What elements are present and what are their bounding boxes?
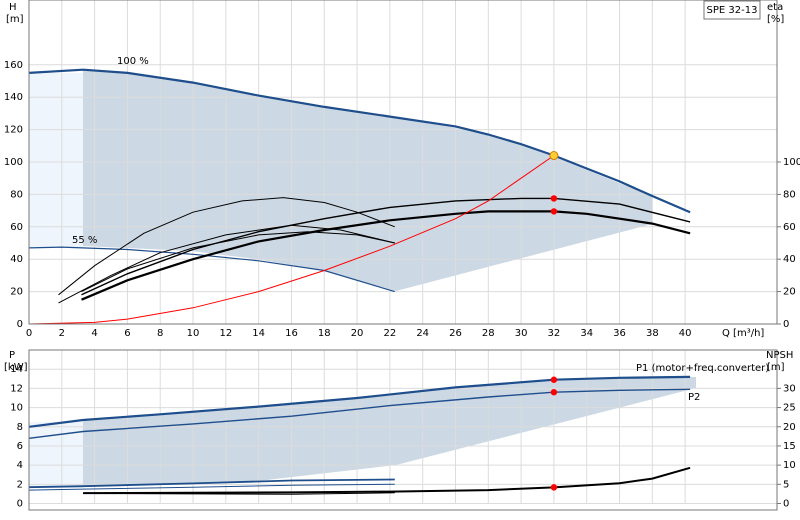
x-tick-label: 22 — [384, 328, 397, 339]
y-tick-label: 140 — [4, 92, 23, 103]
x-tick-label: 2 — [59, 328, 65, 339]
x-tick-label: 38 — [646, 328, 659, 339]
y2-tick-label: 20 — [783, 287, 796, 298]
plot-layer: 0 2 4 6 8 10 12 14 16 18 20 22 24 26 28 30 32 34 36 38 40020… — [4, 0, 800, 510]
curve-label: 100 % — [117, 56, 149, 67]
x-tick-label: 28 — [482, 328, 495, 339]
y2-tick-label: 100 — [783, 157, 800, 168]
y2-tick-label: 0 — [783, 499, 789, 510]
curve — [28, 478, 395, 489]
y-axis-label: P — [9, 350, 15, 361]
y-tick-label: 4 — [17, 460, 23, 471]
y-tick-label: 0 — [17, 319, 23, 330]
curve-label: P2 — [688, 392, 700, 403]
y-tick-label: 6 — [17, 441, 23, 452]
y-tick-label: 12 — [10, 383, 23, 394]
y2-tick-label: 30 — [783, 383, 796, 394]
curve-label: P1 (motor+freq.converter) — [636, 363, 769, 374]
y-axis-label: H — [9, 2, 17, 13]
data-point — [550, 376, 558, 383]
y-tick-label: 60 — [10, 222, 23, 233]
y2-tick-label: 0 — [783, 319, 789, 330]
x-tick-label: 40 — [679, 328, 692, 339]
x-tick-label: 6 — [124, 328, 130, 339]
y-tick-label: 8 — [17, 422, 23, 433]
y-tick-label: 20 — [10, 287, 23, 298]
x-tick-label: 26 — [449, 328, 462, 339]
x-tick-label: 12 — [219, 328, 232, 339]
y-tick-label: 40 — [10, 254, 23, 265]
y2-tick-label: 5 — [783, 479, 789, 490]
curve — [28, 375, 691, 428]
y-tick-label: 100 — [4, 157, 23, 168]
plot-frame — [28, 349, 778, 511]
y-axis-unit: [m] — [6, 14, 24, 25]
y-tick-label: 80 — [10, 189, 23, 200]
curve — [28, 155, 555, 325]
y2-tick-label: 60 — [783, 222, 796, 233]
x-tick-label: 36 — [613, 328, 626, 339]
y-tick-label: 2 — [17, 479, 23, 490]
y-tick-label: 120 — [4, 125, 23, 136]
y2-tick-label: 10 — [783, 460, 796, 471]
x-tick-label: 24 — [416, 328, 429, 339]
y2-axis-label: NPSH — [766, 350, 793, 361]
y2-tick-label: 80 — [783, 189, 796, 200]
title-box — [703, 0, 761, 20]
curve — [28, 388, 691, 439]
x-tick-label: 0 — [26, 328, 32, 339]
range-band — [29, 73, 83, 247]
curve — [81, 197, 691, 296]
y-tick-label: 10 — [10, 403, 23, 414]
curve — [83, 466, 691, 495]
curve — [28, 68, 691, 214]
x-tick-label: 32 — [548, 328, 561, 339]
curve — [28, 483, 395, 491]
y2-axis-unit: [%] — [767, 14, 784, 25]
x-tick-label: 30 — [515, 328, 528, 339]
x-tick-label: 20 — [351, 328, 364, 339]
y-tick-label: 14 — [10, 364, 23, 375]
x-tick-label: 34 — [580, 328, 593, 339]
x-tick-label: 18 — [318, 328, 331, 339]
y2-tick-label: 25 — [783, 403, 796, 414]
curve — [58, 224, 395, 304]
y-axis-unit: [kW] — [4, 362, 28, 373]
y2-tick-label: 15 — [783, 441, 796, 452]
y2-axis-unit: [m] — [767, 362, 785, 373]
curve — [81, 210, 691, 301]
data-point — [550, 389, 558, 396]
x-tick-label: 4 — [91, 328, 97, 339]
plot-frame — [28, 0, 778, 325]
x-tick-label: 14 — [252, 328, 265, 339]
data-point — [550, 484, 558, 491]
y2-tick-label: 20 — [783, 422, 796, 433]
y-tick-label: 160 — [4, 60, 23, 71]
y-tick-label: 0 — [17, 499, 23, 510]
x-tick-label: 8 — [157, 328, 163, 339]
x-axis-label: Q [m³/h] — [722, 328, 764, 339]
curve — [58, 197, 395, 296]
chart-title: SPE 32-13 — [707, 5, 758, 16]
x-tick-label: 10 — [187, 328, 200, 339]
data-point — [550, 208, 558, 215]
data-point — [550, 195, 558, 202]
y2-axis-label: eta — [767, 2, 783, 13]
operating-range — [83, 70, 652, 291]
data-point — [549, 151, 559, 161]
x-tick-label: 16 — [285, 328, 298, 339]
curve-label: 55 % — [72, 235, 97, 246]
y2-tick-label: 40 — [783, 254, 796, 265]
curve — [81, 231, 395, 293]
